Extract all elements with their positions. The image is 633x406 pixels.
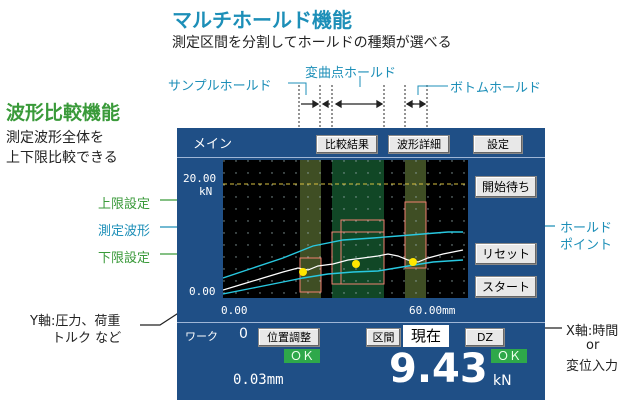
current-label: 現在 — [403, 325, 449, 347]
y-min-label: 0.00 — [189, 285, 216, 298]
callout-upper-limit: 上限設定 — [98, 197, 151, 212]
bottom-divider — [177, 322, 545, 323]
device-screen: メイン 比較結果 波形詳細 設定 20.00 kN 0.00 0.00 60.0… — [177, 128, 545, 400]
start-wait-button[interactable]: 開始待ち — [475, 176, 537, 198]
hold-point-bottom — [409, 258, 417, 266]
callout-x-axis-2: or — [586, 338, 600, 353]
page-subtitle: 測定区間を分割してホールドの種類が選べる — [172, 35, 452, 51]
callout-lower-limit: 下限設定 — [98, 251, 151, 266]
callout-inflection-hold: 変曲点ホールド — [305, 66, 397, 81]
work-label: ワーク — [185, 330, 218, 343]
lower-bound-wave — [223, 259, 464, 295]
callout-bottom-hold: ボトムホールド — [450, 81, 542, 96]
waveform-svg — [223, 160, 468, 298]
hold-point-sample — [299, 268, 307, 276]
screen-title: メイン — [193, 137, 233, 152]
callout-hold-point-2: ポイント — [560, 238, 613, 253]
y-unit-label: kN — [199, 185, 213, 198]
compare-desc-line2: 上下限比較できる — [6, 150, 118, 166]
position-adjust-button[interactable]: 位置調整 — [258, 328, 320, 347]
callout-hold-point-1: ホールド — [560, 221, 613, 236]
start-button[interactable]: スタート — [475, 276, 537, 298]
wave-detail-button[interactable]: 波形詳細 — [388, 135, 450, 154]
interval-button[interactable]: 区間 — [366, 328, 401, 347]
compare-result-button[interactable]: 比較結果 — [316, 135, 378, 154]
title-divider — [177, 157, 545, 158]
callout-x-axis-1: X軸:時間 — [566, 324, 619, 339]
dz-button[interactable]: DZ — [465, 328, 505, 347]
compare-desc-line1: 測定波形全体を — [6, 130, 104, 146]
settings-button[interactable]: 設定 — [473, 135, 523, 154]
reset-button[interactable]: リセット — [475, 243, 537, 265]
ok-badge-left: ＯＫ — [284, 349, 320, 363]
position-readout: 0.03mm — [233, 372, 284, 388]
measured-wave — [223, 249, 464, 291]
inflection-inner-box — [340, 219, 385, 285]
x-min-label: 0.00 — [221, 304, 248, 317]
callout-sample-hold: サンプルホールド — [168, 79, 272, 94]
x-max-label: 60.00mm — [409, 304, 456, 317]
main-unit: kN — [493, 373, 512, 389]
page-title: マルチホールド機能 — [172, 8, 352, 32]
y-max-label: 20.00 — [183, 172, 217, 185]
ok-badge-right: ＯＫ — [491, 349, 527, 363]
callout-x-axis-3: 変位入力 — [566, 359, 619, 374]
waveform-plot — [223, 160, 468, 298]
main-value-readout: 9.43 — [389, 346, 488, 392]
callout-y-axis-1: Y軸:圧力、荷重 — [30, 314, 121, 329]
work-value: 0 — [239, 326, 248, 342]
hold-point-inflection — [352, 260, 360, 268]
upper-bound-wave — [223, 231, 463, 279]
callout-y-axis-2: トルク など — [52, 331, 122, 346]
callout-measured-wave: 測定波形 — [98, 224, 151, 239]
compare-feature-title: 波形比較機能 — [6, 102, 121, 124]
